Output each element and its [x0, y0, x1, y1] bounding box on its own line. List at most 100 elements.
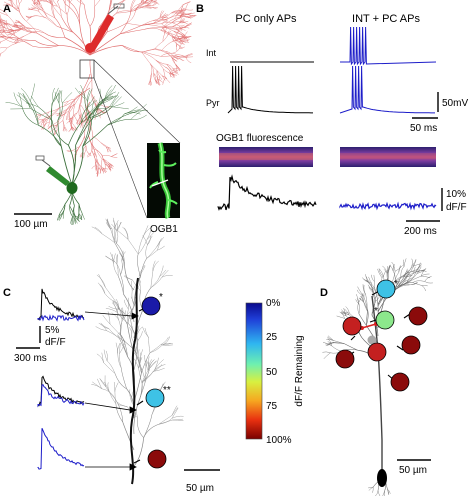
dendrite-branch [162, 343, 173, 346]
dendrite-branch [93, 148, 98, 160]
dendrite-branch [87, 96, 95, 108]
dendrite-branch [108, 328, 120, 339]
dendrite-branch [122, 422, 135, 451]
dendrite-branch [60, 90, 63, 104]
colorbar-tick-1: 25 [266, 332, 278, 343]
dendrite-branch [79, 119, 82, 125]
dendrite-branch [31, 31, 45, 34]
dendrite-branch [0, 37, 2, 39]
dendrite-branch [102, 167, 109, 170]
dendrite-branch [46, 17, 57, 27]
dendrite-branch [97, 378, 102, 389]
dendrite-branch [110, 229, 117, 244]
dendrite-branch [103, 91, 116, 101]
dendrite-branch [170, 33, 179, 37]
dendrite-branch [0, 12, 8, 16]
dendrite-branch [78, 114, 82, 123]
dendrite-branch [158, 418, 173, 425]
dendrite-branch [108, 0, 113, 11]
dendrite-branch [22, 93, 31, 109]
dendrite-branch [78, 212, 83, 220]
dendrite-branch [59, 100, 75, 108]
dendrite-branch [117, 343, 121, 354]
dendrite-branch [165, 66, 171, 73]
dendrite-branch [80, 85, 86, 99]
dendrite-branch [356, 289, 364, 296]
dendrite-branch [3, 22, 15, 36]
dendrite-branch [98, 88, 101, 104]
dendrite-branch [99, 378, 106, 387]
dendrite-branch [327, 341, 335, 344]
dendrite-branch [141, 0, 142, 3]
dendrite-branch [38, 106, 53, 121]
dendrite-branch [101, 159, 103, 168]
dendrite-branch [58, 45, 91, 56]
dendrite-branch [18, 8, 26, 21]
dendrite-branch [153, 1, 160, 5]
dendrite-branch [171, 405, 178, 416]
dendrite-branch [12, 6, 20, 12]
dendrite-branch [386, 265, 390, 274]
dendrite-branch [171, 407, 179, 416]
dendrite-branch [81, 213, 85, 220]
dendrite-branch [102, 155, 112, 157]
dendrite-branch [145, 244, 148, 259]
dendrite-branch [5, 30, 12, 31]
dendrite-branch [146, 2, 151, 6]
dendrite-branch [11, 28, 22, 31]
dendrite-branch [152, 2, 158, 6]
dendrite-branch [38, 11, 47, 19]
dendrite-branch [134, 337, 138, 354]
dendrite-branch [175, 13, 185, 15]
dendrite-branch [100, 323, 109, 329]
dendrite-branch [106, 146, 111, 149]
dendrite-branch [159, 10, 163, 18]
dendrite-branch [149, 359, 155, 369]
dendrite-branch [152, 7, 158, 9]
dendrite-branch [96, 159, 100, 168]
dendrite-branch [395, 272, 399, 281]
dendrite-branch [19, 11, 26, 21]
dendrite-branch [180, 8, 187, 13]
dendrite-branch [159, 75, 163, 80]
scalebar-c-label: 50 µm [186, 483, 214, 494]
dendrite-branch [121, 45, 144, 53]
dendrite-branch [42, 8, 48, 18]
dendrite-branch [410, 282, 418, 285]
dendrite-branch [179, 19, 185, 23]
dendrite-branch [397, 275, 408, 287]
dendrite-branch [153, 73, 156, 80]
dendrite-branch [141, 52, 151, 64]
dendrite-branch [95, 161, 99, 170]
dendrite-branch [94, 0, 101, 7]
dendrite-branch [74, 126, 78, 131]
dendrite-branch [97, 112, 101, 119]
dendrite-branch [172, 32, 178, 42]
dendrite-branch [111, 302, 118, 313]
dendrite-branch [148, 359, 152, 371]
dendrite-branch [102, 314, 111, 325]
dendrite-branch [386, 266, 389, 274]
dendrite-branch [160, 29, 173, 37]
dendrite-branch [94, 152, 97, 158]
dendrite-branch [51, 103, 53, 123]
dendrite-branch [120, 274, 124, 294]
dendrite-branch [41, 123, 46, 130]
dendrite-branch [25, 20, 37, 34]
dendrite-branch [62, 120, 65, 127]
dff-scale-b-unit: dF/F [446, 202, 467, 213]
dendrite-branch [108, 2, 120, 11]
dendrite-branch [173, 56, 180, 60]
dendrite-branch [373, 292, 376, 302]
dendrite-branch [157, 79, 160, 85]
dendrite-branch [368, 286, 374, 293]
dendrite-branch [32, 0, 35, 5]
dendrite-branch [366, 308, 369, 326]
d-spine-green-marker: * [374, 306, 378, 317]
dff-trace-pc-only [217, 174, 317, 211]
dendrite-branch [150, 63, 158, 71]
panel-a: A OGB1 100 µm [0, 0, 197, 235]
dendrite-branch [171, 36, 182, 41]
dendrite-branch [111, 312, 119, 320]
dendrite-branch [181, 39, 190, 41]
